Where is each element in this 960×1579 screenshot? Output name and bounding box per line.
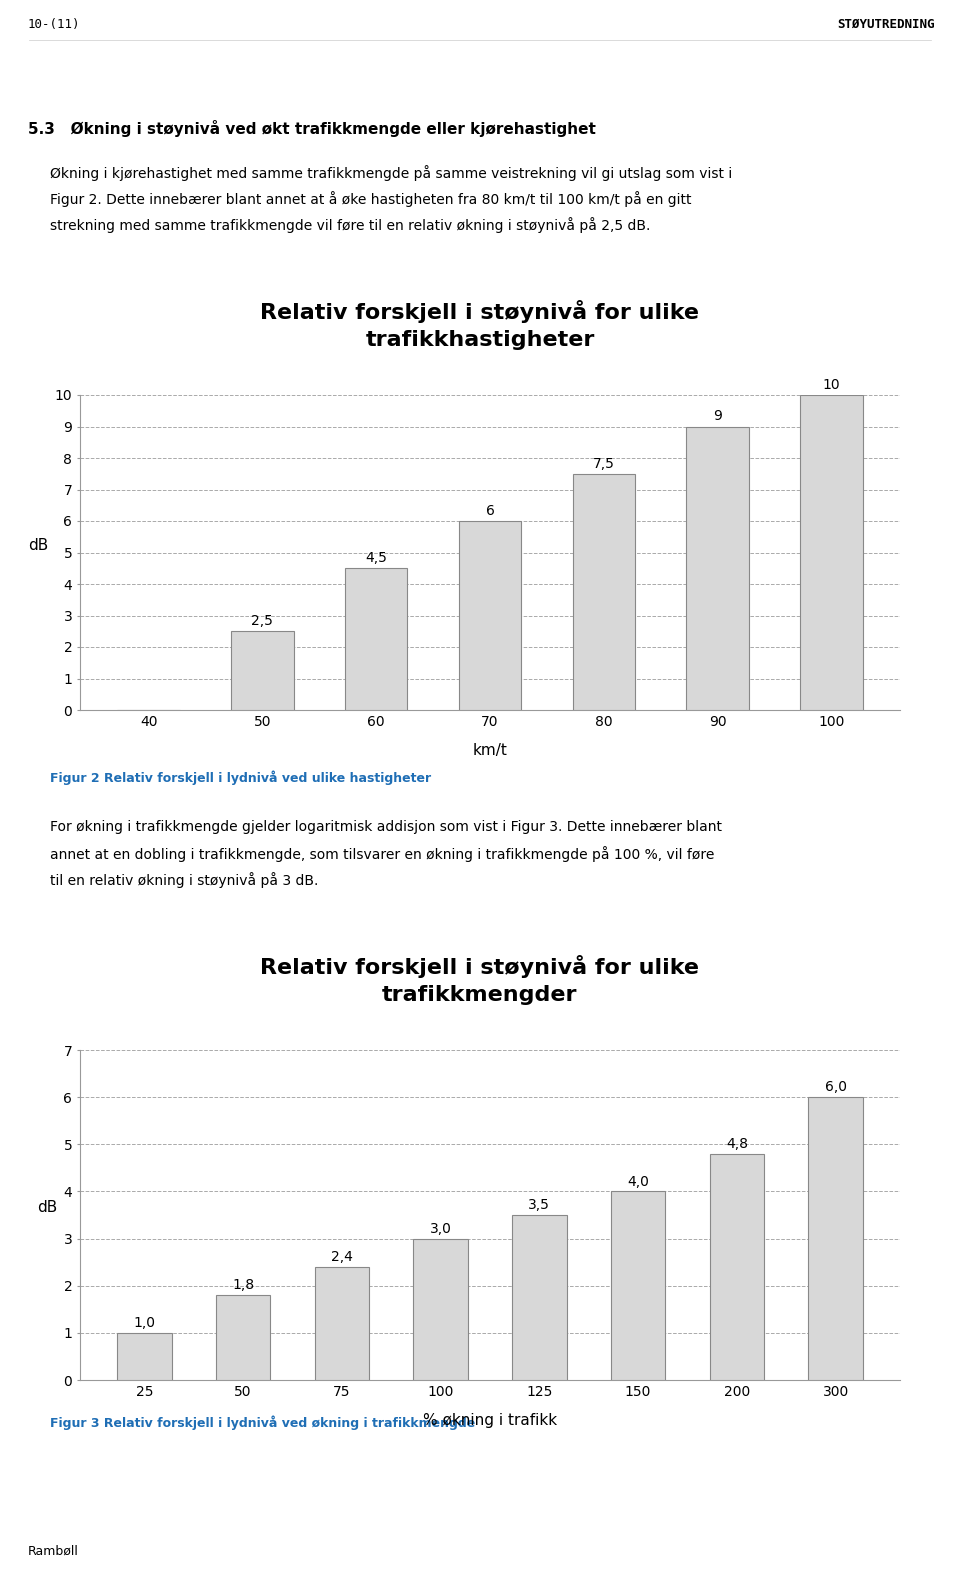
- Text: trafikkmengder: trafikkmengder: [382, 985, 578, 1004]
- Text: For økning i trafikkmengde gjelder logaritmisk addisjon som vist i Figur 3. Dett: For økning i trafikkmengde gjelder logar…: [50, 820, 722, 834]
- Bar: [216, 1295, 271, 1380]
- X-axis label: % økning i trafikk: % økning i trafikk: [423, 1413, 557, 1427]
- Text: 7,5: 7,5: [593, 456, 614, 471]
- Bar: [231, 632, 294, 711]
- Text: 6: 6: [486, 504, 494, 518]
- Text: trafikkhastigheter: trafikkhastigheter: [366, 330, 594, 351]
- Text: Figur 3 Relativ forskjell i lydnivå ved økning i trafikkmengde: Figur 3 Relativ forskjell i lydnivå ved …: [50, 1415, 475, 1429]
- Bar: [686, 426, 749, 711]
- Bar: [611, 1192, 665, 1380]
- Bar: [315, 1266, 369, 1380]
- Text: til en relativ økning i støynivå på 3 dB.: til en relativ økning i støynivå på 3 dB…: [50, 872, 319, 887]
- Bar: [345, 568, 407, 711]
- Text: 3,0: 3,0: [430, 1222, 451, 1236]
- Text: 3,5: 3,5: [528, 1198, 550, 1213]
- Bar: [414, 1238, 468, 1380]
- Text: 9: 9: [713, 409, 722, 423]
- Bar: [572, 474, 636, 711]
- Text: annet at en dobling i trafikkmengde, som tilsvarer en økning i trafikkmengde på : annet at en dobling i trafikkmengde, som…: [50, 846, 714, 862]
- Text: Relativ forskjell i støynivå for ulike: Relativ forskjell i støynivå for ulike: [260, 955, 700, 977]
- Y-axis label: dB: dB: [28, 537, 48, 553]
- Text: STØYUTREDNING: STØYUTREDNING: [837, 17, 935, 32]
- Text: 1,8: 1,8: [232, 1279, 254, 1292]
- Text: 6,0: 6,0: [825, 1080, 847, 1094]
- Text: 4,0: 4,0: [627, 1175, 649, 1189]
- Text: 4,5: 4,5: [365, 551, 387, 565]
- Bar: [459, 521, 521, 711]
- Text: 2,4: 2,4: [331, 1251, 353, 1265]
- Text: 2,5: 2,5: [252, 614, 274, 628]
- Text: 10-(11): 10-(11): [28, 17, 81, 32]
- Text: Figur 2 Relativ forskjell i lydnivå ved ulike hastigheter: Figur 2 Relativ forskjell i lydnivå ved …: [50, 771, 431, 785]
- Bar: [800, 395, 863, 711]
- Text: strekning med samme trafikkmengde vil føre til en relativ økning i støynivå på 2: strekning med samme trafikkmengde vil fø…: [50, 216, 650, 234]
- Text: 1,0: 1,0: [133, 1315, 156, 1330]
- Bar: [709, 1154, 764, 1380]
- Text: 4,8: 4,8: [726, 1137, 748, 1151]
- Y-axis label: dB: dB: [36, 1200, 57, 1214]
- Text: Rambøll: Rambøll: [28, 1544, 79, 1558]
- Bar: [808, 1097, 863, 1380]
- Text: Figur 2. Dette innebærer blant annet at å øke hastigheten fra 80 km/t til 100 km: Figur 2. Dette innebærer blant annet at …: [50, 191, 691, 207]
- Bar: [117, 1333, 172, 1380]
- X-axis label: km/t: km/t: [472, 742, 508, 758]
- Text: Relativ forskjell i støynivå for ulike: Relativ forskjell i støynivå for ulike: [260, 300, 700, 324]
- Text: 5.3   Økning i støynivå ved økt trafikkmengde eller kjørehastighet: 5.3 Økning i støynivå ved økt trafikkmen…: [28, 120, 596, 137]
- Text: Økning i kjørehastighet med samme trafikkmengde på samme veistrekning vil gi uts: Økning i kjørehastighet med samme trafik…: [50, 164, 732, 182]
- Text: 10: 10: [823, 377, 840, 392]
- Bar: [513, 1214, 566, 1380]
